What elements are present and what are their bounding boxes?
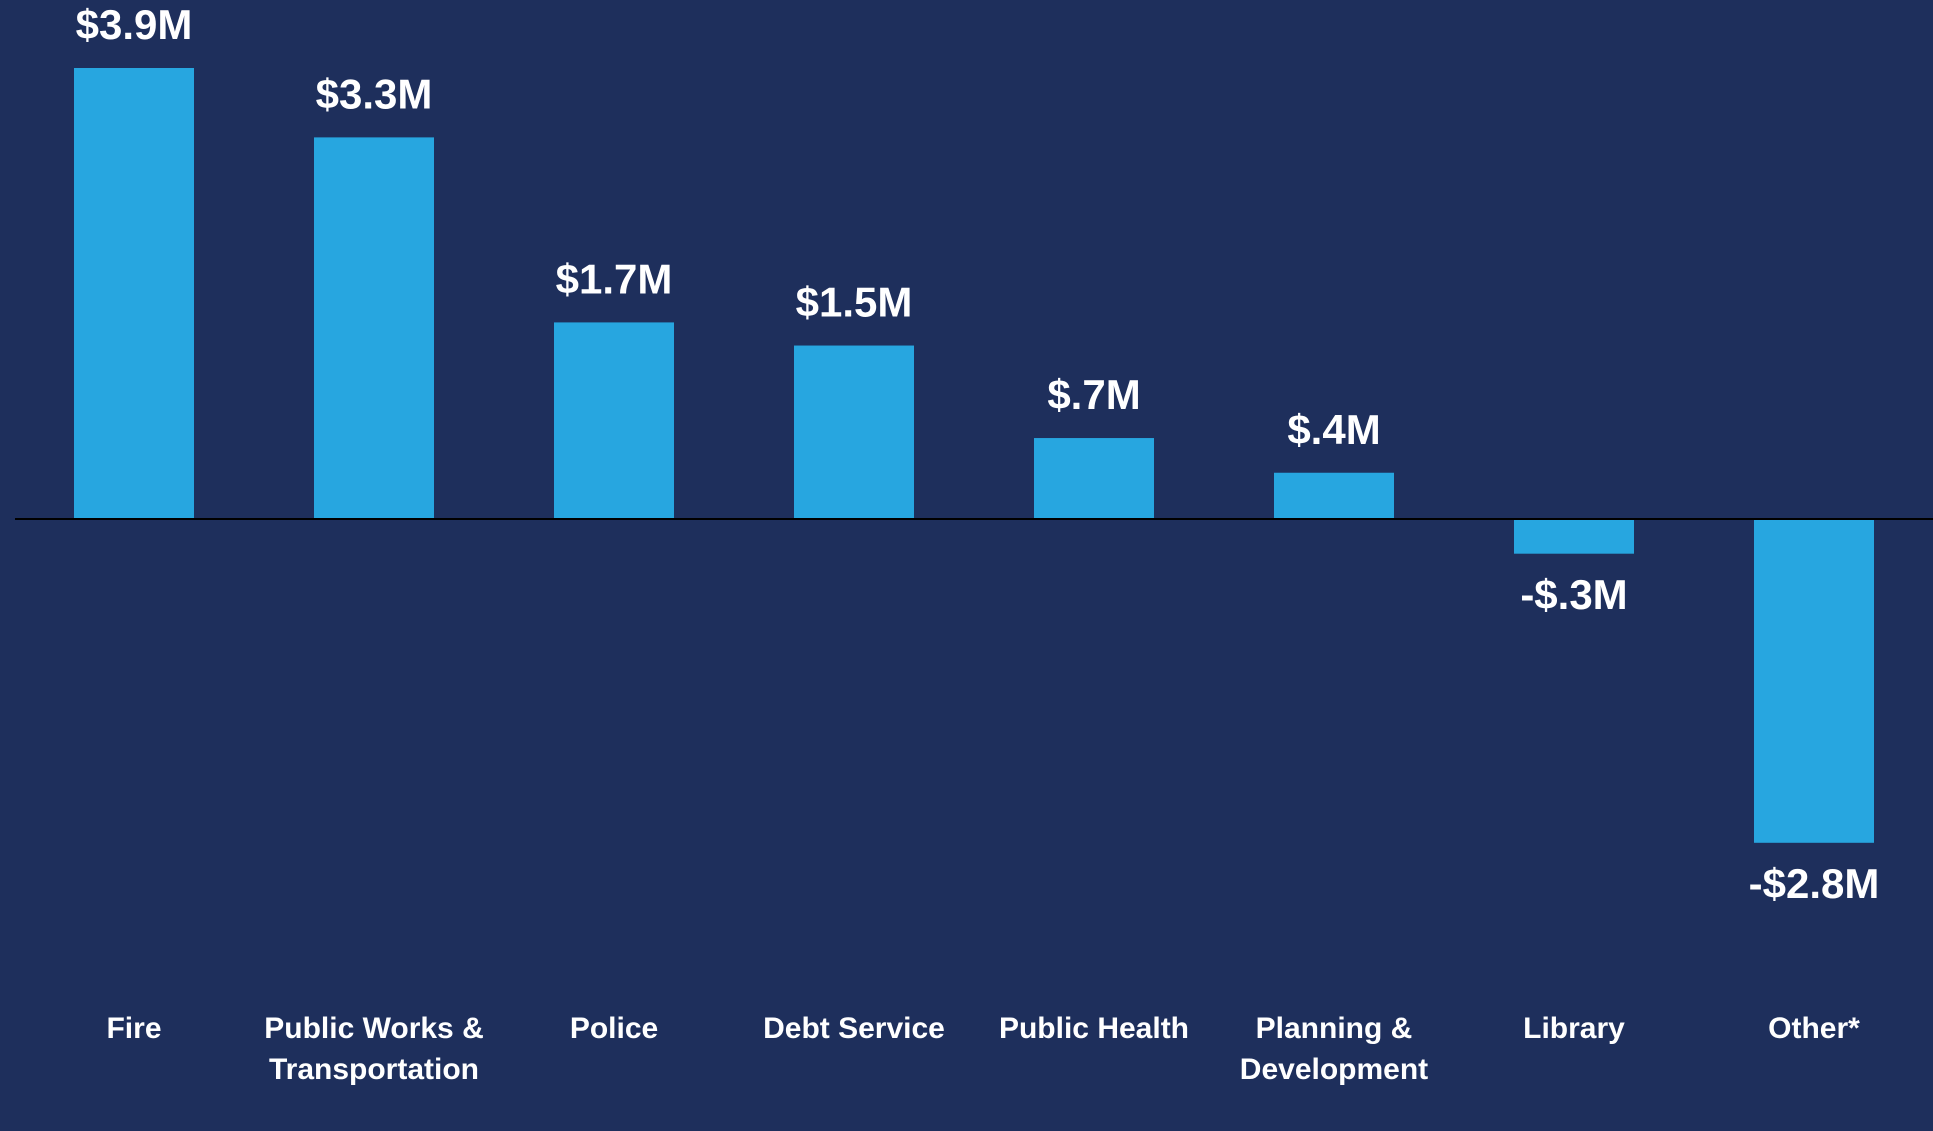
- data-label: $3.9M: [76, 1, 193, 48]
- x-tick-label: Public Health: [998, 1012, 1190, 1045]
- bar: [314, 137, 434, 519]
- data-label: $3.3M: [316, 70, 433, 117]
- x-tick-label: Debt Service: [763, 1012, 945, 1045]
- x-tick-label: Planning & Development: [1239, 1012, 1429, 1086]
- x-tick-label: Library: [1523, 1012, 1625, 1045]
- x-tick-label: Other*: [1768, 1012, 1860, 1045]
- x-tick-label: Police: [569, 1012, 659, 1045]
- bar: [1274, 472, 1394, 519]
- data-label: $.4M: [1287, 406, 1380, 453]
- x-tick-label: Public Works & Transportation: [264, 1012, 484, 1086]
- bar: [1514, 519, 1634, 554]
- data-label: $1.5M: [796, 279, 913, 326]
- bar: [1034, 438, 1154, 519]
- data-label: -$.3M: [1520, 571, 1627, 618]
- bar: [794, 345, 914, 519]
- x-tick-label: Fire: [106, 1012, 162, 1045]
- data-label: -$2.8M: [1749, 860, 1880, 907]
- bar: [554, 322, 674, 519]
- bar: [1754, 519, 1874, 843]
- data-label: $1.7M: [556, 256, 673, 303]
- data-label: $.7M: [1047, 371, 1140, 418]
- bar: [74, 68, 194, 519]
